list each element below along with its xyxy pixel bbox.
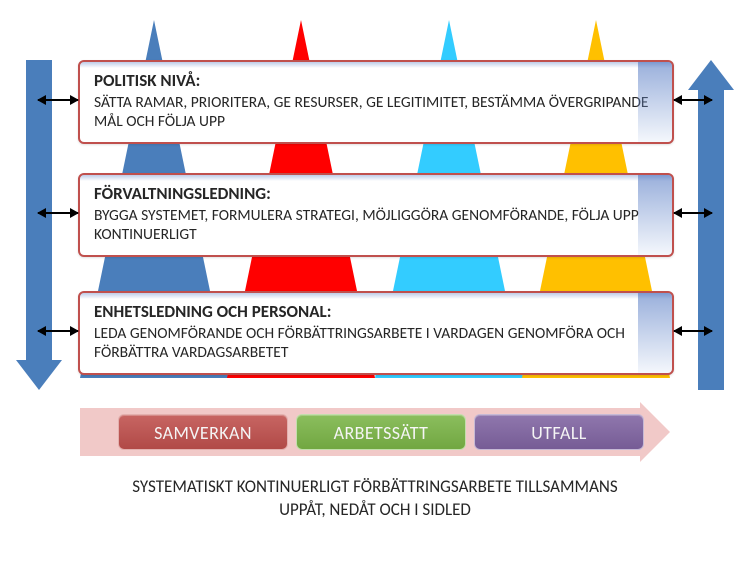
connector-right bbox=[674, 99, 712, 101]
connector-left bbox=[38, 99, 78, 101]
right-arrow-shaft bbox=[698, 90, 724, 390]
right-vertical-arrow bbox=[698, 60, 724, 390]
panel-title: FÖRVALTNINGSLEDNING: bbox=[94, 183, 658, 204]
flow-pill-samverkan: SAMVERKAN bbox=[118, 414, 288, 450]
footer-line-2: UPPÅT, NEDÅT OCH I SIDLED bbox=[0, 499, 750, 522]
left-arrow-head bbox=[16, 360, 62, 390]
connector-right bbox=[674, 212, 712, 214]
flow-pill-arbetssatt: ARBETSSÄTT bbox=[296, 414, 466, 450]
footer-caption: SYSTEMATISKT KONTINUERLIGT FÖRBÄTTRINGSA… bbox=[0, 476, 750, 522]
level-panel-forvaltning: FÖRVALTNINGSLEDNING: BYGGA SYSTEMET, FOR… bbox=[78, 173, 674, 257]
footer-line-1: SYSTEMATISKT KONTINUERLIGT FÖRBÄTTRINGSA… bbox=[0, 476, 750, 499]
flow-pill-utfall: UTFALL bbox=[474, 414, 644, 450]
panel-title: ENHETSLEDNING OCH PERSONAL: bbox=[94, 301, 658, 322]
panel-body: LEDA GENOMFÖRANDE OCH FÖRBÄTTRINGSARBETE… bbox=[94, 324, 658, 363]
connector-right bbox=[674, 330, 712, 332]
left-vertical-arrow bbox=[26, 60, 52, 390]
level-panel-politisk: POLITISK NIVÅ: SÄTTA RAMAR, PRIORITERA, … bbox=[78, 60, 674, 144]
connector-left bbox=[38, 330, 78, 332]
panel-body: BYGGA SYSTEMET, FORMULERA STRATEGI, MÖJL… bbox=[94, 206, 658, 245]
flow-arrow-bar: SAMVERKAN ARBETSSÄTT UTFALL bbox=[80, 408, 670, 456]
panel-title: POLITISK NIVÅ: bbox=[94, 70, 658, 91]
level-panel-enhet: ENHETSLEDNING OCH PERSONAL: LEDA GENOMFÖ… bbox=[78, 291, 674, 375]
diagram-canvas: POLITISK NIVÅ: SÄTTA RAMAR, PRIORITERA, … bbox=[0, 0, 750, 563]
connector-left bbox=[38, 212, 78, 214]
right-arrow-head bbox=[688, 60, 734, 90]
panel-body: SÄTTA RAMAR, PRIORITERA, GE RESURSER, GE… bbox=[94, 93, 658, 132]
